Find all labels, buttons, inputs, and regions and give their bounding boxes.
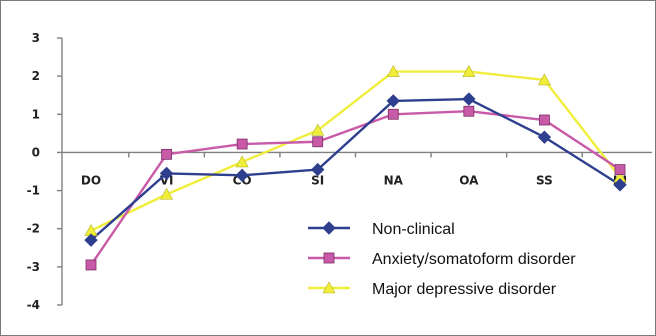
data-point-1-7: [614, 164, 626, 175]
legend-marker-1: [323, 252, 335, 264]
data-point-1-2: [236, 138, 248, 150]
y-tick-label: 2: [32, 69, 40, 83]
data-point-1-1: [161, 148, 172, 160]
x-tick-label: OA: [459, 173, 479, 187]
y-tick-label: 3: [32, 31, 40, 45]
data-point-0-7: [613, 178, 627, 192]
series-line-1: [90, 110, 621, 266]
data-point-0-4: [386, 94, 400, 108]
data-point-2-4: [386, 64, 400, 77]
series-line-2: [90, 70, 621, 232]
x-tick-label: SS: [536, 173, 553, 187]
y-tick-label: -3: [27, 260, 40, 274]
data-point-0-0: [84, 233, 98, 247]
x-tick-label: SI: [311, 173, 324, 187]
data-point-1-4: [387, 108, 399, 120]
data-point-1-0: [85, 259, 97, 271]
data-point-0-5: [462, 92, 476, 106]
series-line-0: [90, 97, 621, 242]
data-point-2-2: [235, 155, 249, 168]
x-tick-label: NA: [384, 173, 404, 187]
data-point-0-1: [159, 166, 174, 181]
legend-label-2: Major depressive disorder: [372, 281, 557, 298]
x-tick-label: DO: [81, 173, 101, 187]
data-point-2-5: [462, 64, 476, 77]
data-point-0-3: [311, 162, 325, 177]
data-point-1-6: [539, 114, 550, 126]
legend-label-0: Non-clinical: [372, 221, 455, 238]
data-point-0-6: [537, 130, 552, 144]
data-point-2-1: [160, 187, 174, 200]
legend-marker-0: [322, 221, 336, 235]
data-point-2-6: [537, 73, 551, 86]
data-point-1-5: [463, 105, 475, 117]
data-point-1-3: [312, 136, 324, 148]
data-point-0-2: [235, 168, 249, 183]
legend-label-1: Anxiety/somatoform disorder: [372, 251, 576, 268]
legend-marker-2: [322, 281, 336, 294]
y-tick-label: 1: [32, 107, 40, 121]
y-tick-label: -1: [27, 184, 40, 198]
y-tick-label: 0: [32, 145, 40, 159]
y-tick-label: -2: [27, 222, 40, 236]
data-point-2-3: [311, 123, 325, 136]
y-tick-label: -4: [27, 298, 40, 312]
